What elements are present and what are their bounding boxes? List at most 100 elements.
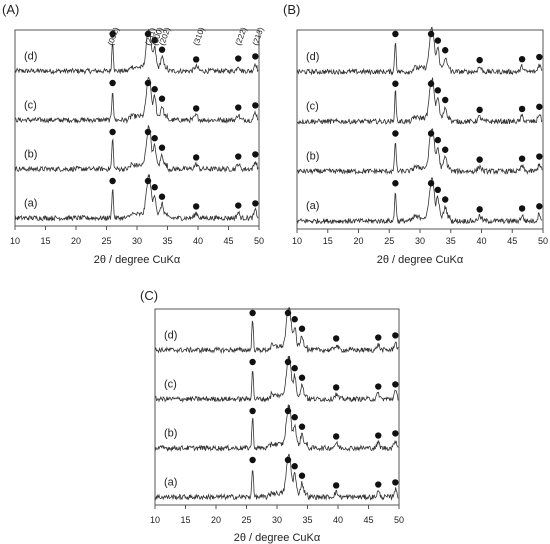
series-label: (b) bbox=[306, 150, 319, 162]
peak-marker bbox=[284, 407, 292, 415]
peak-marker bbox=[291, 414, 298, 421]
peak-marker bbox=[427, 30, 435, 38]
miller-index-label: (310) bbox=[192, 26, 207, 47]
x-tick-label: 35 bbox=[446, 236, 456, 246]
x-tick-label: 10 bbox=[292, 236, 302, 246]
peak-marker bbox=[427, 80, 435, 87]
peak-marker bbox=[392, 180, 399, 187]
x-tick-label: 50 bbox=[394, 515, 404, 525]
peak-marker bbox=[536, 53, 543, 61]
peak-marker bbox=[375, 432, 382, 439]
x-tick-label: 15 bbox=[323, 236, 333, 246]
peak-marker bbox=[151, 184, 158, 191]
series-label: (c) bbox=[164, 378, 177, 390]
peak-marker bbox=[158, 193, 166, 200]
xrd-trace bbox=[14, 28, 259, 75]
peak-marker bbox=[392, 130, 399, 137]
peak-marker bbox=[249, 358, 256, 366]
x-tick-label: 40 bbox=[476, 236, 486, 246]
x-tick-label: 35 bbox=[162, 236, 172, 246]
peak-marker bbox=[249, 456, 256, 464]
peak-marker bbox=[109, 79, 116, 87]
peak-marker bbox=[392, 479, 399, 486]
peak-marker bbox=[109, 128, 116, 136]
x-tick-label: 40 bbox=[333, 515, 343, 525]
series-label: (b) bbox=[24, 148, 37, 160]
series-label: (d) bbox=[306, 51, 319, 63]
panel-label: (A) bbox=[2, 2, 19, 17]
xrd-trace bbox=[14, 76, 259, 124]
peak-marker bbox=[518, 205, 526, 212]
peak-marker bbox=[192, 56, 200, 63]
peak-marker bbox=[192, 203, 200, 210]
series-label: (a) bbox=[24, 197, 37, 209]
peak-marker bbox=[332, 335, 340, 342]
peak-marker bbox=[235, 104, 242, 111]
peak-marker bbox=[518, 155, 526, 162]
peak-marker bbox=[442, 146, 449, 153]
peak-marker bbox=[392, 381, 399, 388]
series-label: (c) bbox=[24, 99, 37, 111]
peak-marker bbox=[476, 56, 483, 64]
plot-frame bbox=[154, 308, 400, 506]
peak-marker bbox=[518, 105, 526, 113]
x-tick-label: 20 bbox=[353, 236, 363, 246]
x-tick-label: 50 bbox=[538, 236, 548, 246]
x-tick-label: 25 bbox=[384, 236, 394, 246]
x-tick-label: 25 bbox=[101, 236, 111, 246]
peak-marker bbox=[144, 79, 152, 87]
x-tick-label: 30 bbox=[415, 236, 425, 246]
peak-marker bbox=[392, 332, 399, 339]
peak-marker bbox=[284, 309, 292, 317]
peak-marker bbox=[192, 105, 200, 112]
plot-frame bbox=[14, 29, 260, 227]
peak-marker bbox=[442, 196, 449, 203]
series-label: (a) bbox=[306, 200, 319, 212]
x-tick-label: 30 bbox=[132, 236, 142, 246]
x-tick-label: 20 bbox=[71, 236, 81, 246]
xrd-trace bbox=[297, 77, 543, 125]
peak-marker bbox=[375, 481, 382, 488]
peak-marker bbox=[235, 55, 242, 62]
x-tick-label: 25 bbox=[241, 515, 251, 525]
x-tick-label: 45 bbox=[363, 515, 373, 525]
miller-index-label: (213) bbox=[251, 26, 266, 47]
series-label: (d) bbox=[164, 329, 177, 341]
peak-marker bbox=[332, 482, 340, 489]
panel-label: (B) bbox=[283, 2, 300, 17]
peak-marker bbox=[252, 102, 259, 109]
peak-marker bbox=[298, 374, 306, 381]
xrd-trace bbox=[154, 453, 399, 501]
peak-marker bbox=[291, 463, 298, 470]
peak-marker bbox=[536, 203, 543, 210]
peak-marker bbox=[144, 128, 152, 136]
x-axis-label: 2θ / degree CuKα bbox=[377, 254, 464, 266]
peak-marker bbox=[427, 180, 435, 187]
peak-marker bbox=[109, 177, 116, 185]
peak-marker bbox=[144, 30, 152, 38]
peak-marker bbox=[249, 407, 256, 415]
x-tick-label: 10 bbox=[150, 515, 160, 525]
peak-marker bbox=[392, 30, 399, 38]
peak-marker bbox=[151, 135, 158, 142]
peak-marker bbox=[476, 106, 483, 114]
peak-marker bbox=[434, 87, 442, 94]
xrd-trace bbox=[154, 404, 399, 452]
peak-marker bbox=[192, 154, 200, 161]
peak-marker bbox=[536, 103, 543, 110]
x-tick-label: 15 bbox=[40, 236, 50, 246]
xrd-trace bbox=[14, 173, 259, 222]
peak-marker bbox=[158, 95, 166, 102]
peak-marker bbox=[442, 96, 449, 104]
xrd-trace bbox=[296, 26, 543, 76]
panel-label: (C) bbox=[140, 288, 158, 303]
series-label: (d) bbox=[24, 50, 37, 62]
x-tick-label: 30 bbox=[272, 515, 282, 525]
x-tick-label: 10 bbox=[10, 236, 20, 246]
x-tick-label: 50 bbox=[254, 236, 264, 246]
peak-marker bbox=[158, 46, 166, 53]
xrd-trace bbox=[154, 306, 399, 354]
peak-marker bbox=[476, 206, 483, 213]
peak-marker bbox=[375, 383, 382, 390]
